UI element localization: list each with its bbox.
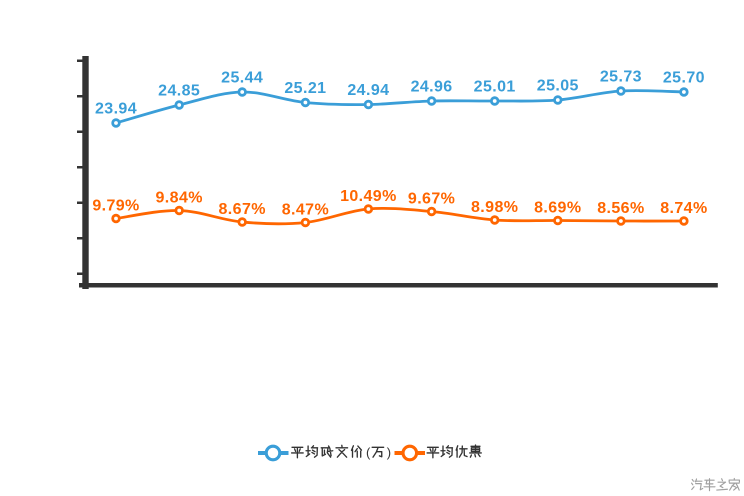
svg-text:9.79%: 9.79%	[92, 198, 139, 215]
svg-text:8.56%: 8.56%	[597, 200, 644, 217]
svg-text:8.69%: 8.69%	[534, 200, 581, 217]
svg-text:25.05: 25.05	[537, 78, 579, 95]
svg-text:25.21: 25.21	[284, 80, 326, 97]
svg-text:25.73: 25.73	[600, 69, 642, 86]
svg-text:8.74%: 8.74%	[660, 200, 707, 217]
svg-text:24.96: 24.96	[411, 79, 453, 96]
svg-text:9.67%: 9.67%	[408, 191, 455, 208]
svg-text:25.01: 25.01	[474, 79, 516, 96]
svg-text:9.84%: 9.84%	[156, 190, 203, 207]
svg-text:8.47%: 8.47%	[282, 202, 329, 219]
svg-text:25.44: 25.44	[221, 70, 263, 87]
svg-text:(: (	[366, 445, 371, 460]
svg-text:24.85: 24.85	[158, 83, 200, 100]
svg-text:25.70: 25.70	[663, 70, 705, 87]
svg-text:8.98%: 8.98%	[471, 199, 518, 216]
svg-text:24.94: 24.94	[347, 82, 389, 99]
svg-text:23.94: 23.94	[95, 101, 137, 118]
svg-text:): )	[387, 445, 391, 460]
svg-text:8.67%: 8.67%	[219, 201, 266, 218]
svg-text:10.49%: 10.49%	[340, 188, 397, 205]
